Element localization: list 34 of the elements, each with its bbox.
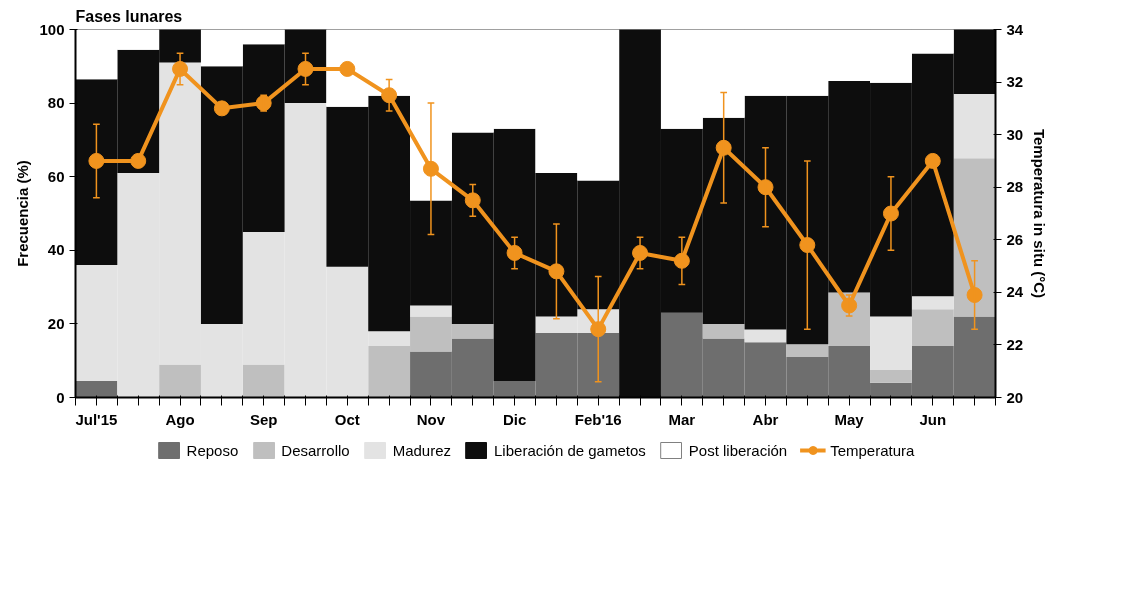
y2-tick-label: 32	[1006, 73, 1024, 91]
legend-label: Liberación de gametos	[494, 441, 646, 459]
x-tick-label: Ago	[165, 410, 195, 428]
y2-tick-label: 20	[1006, 388, 1024, 406]
y2-tick-label: 28	[1006, 178, 1024, 196]
y2-tick-label: 34	[1006, 20, 1024, 38]
y2-tick-label: 26	[1006, 230, 1024, 248]
y2-tick-label: 30	[1006, 125, 1024, 143]
x-tick-label: Feb'16	[574, 410, 622, 428]
y2-tick-label: 24	[1006, 283, 1024, 301]
x-tick-label: Dic	[502, 410, 527, 428]
y-axis-title: Frecuencia (%)	[14, 160, 32, 267]
y-tick-label: 40	[47, 241, 65, 259]
legend-label: Madurez	[392, 441, 452, 459]
legend-label: Post liberación	[688, 441, 788, 459]
y-tick-label: 60	[47, 167, 65, 185]
x-tick-label: Abr	[752, 410, 779, 428]
legend-label: Reposo	[186, 441, 239, 459]
y-tick-label: 80	[47, 94, 65, 112]
x-tick-label: Jul'15	[75, 410, 118, 428]
x-tick-label: Mar	[668, 410, 696, 428]
x-tick-label: Nov	[416, 410, 446, 428]
x-tick-label: Oct	[334, 410, 360, 428]
y2-tick-label: 22	[1006, 335, 1024, 353]
y-tick-label: 0	[56, 388, 65, 406]
y2-axis-title: Temperatura in situ (°C)	[1031, 128, 1049, 299]
text: Fases lunares	[75, 7, 183, 25]
legend-label: Temperatura	[830, 441, 915, 459]
y-tick-label: 20	[47, 314, 65, 332]
x-tick-label: May	[834, 410, 865, 428]
y-tick-label: 100	[39, 20, 65, 38]
x-tick-label: Jun	[919, 410, 947, 428]
legend-label: Desarrollo	[281, 441, 350, 459]
x-tick-label: Sep	[249, 410, 278, 428]
